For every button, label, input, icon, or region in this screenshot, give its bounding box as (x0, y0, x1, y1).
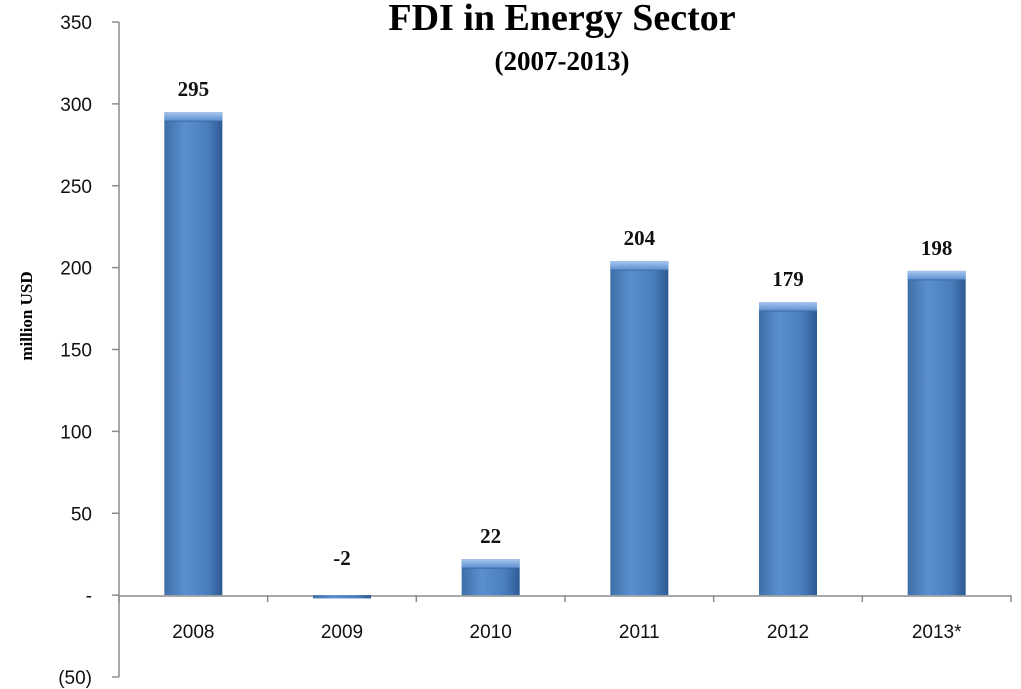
x-tick-label: 2012 (767, 622, 809, 643)
x-tick-label: 2009 (321, 622, 363, 643)
bar (164, 112, 223, 596)
x-tick-label: 2008 (172, 622, 214, 643)
bars (164, 112, 966, 599)
y-tick-label: 100 (60, 422, 92, 443)
y-axis-ticks: 350 300 250 200 150 100 50 - (50) (58, 13, 119, 689)
data-label: 204 (624, 226, 656, 250)
y-axis-label: million USD (17, 271, 36, 360)
y-tick-label: 300 (60, 95, 92, 116)
x-axis-ticks: 2008 2009 2010 2011 2012 2013* (118, 595, 1012, 643)
y-tick-label: 150 (60, 341, 92, 362)
bar (313, 595, 371, 599)
y-tick-label: 50 (71, 504, 92, 525)
y-tick-label: (50) (58, 668, 92, 689)
y-tick-label: 200 (60, 259, 92, 280)
bar (461, 559, 520, 596)
y-tick-label: 350 (60, 13, 92, 34)
x-tick-label: 2010 (470, 622, 512, 643)
chart-subtitle: (2007-2013) (495, 46, 630, 76)
data-label: 295 (178, 77, 210, 101)
bar (610, 261, 669, 596)
y-tick-label: 250 (60, 177, 92, 198)
bar (759, 302, 817, 596)
data-label: -2 (333, 546, 351, 570)
data-label: 22 (480, 524, 501, 548)
chart-title: FDI in Energy Sector (388, 0, 735, 39)
data-label: 198 (921, 236, 953, 260)
x-tick-label: 2013* (912, 622, 962, 643)
bar (907, 270, 966, 596)
data-label: 179 (772, 267, 804, 291)
x-tick-label: 2011 (619, 622, 660, 643)
y-tick-label: - (86, 586, 92, 607)
data-labels: 295 -2 22 204 179 198 (178, 77, 953, 570)
